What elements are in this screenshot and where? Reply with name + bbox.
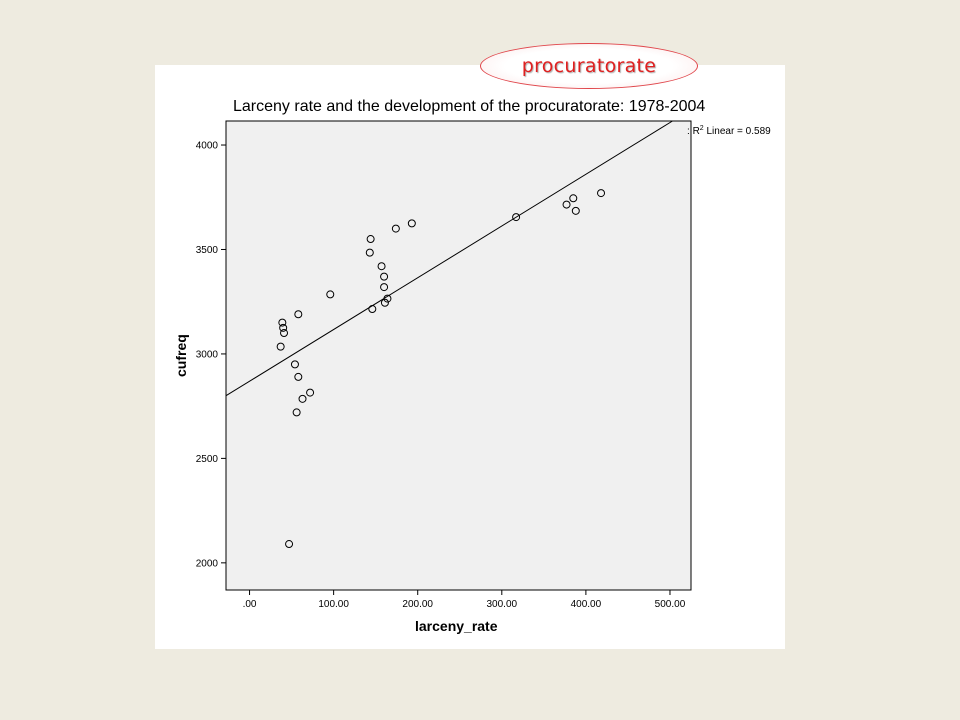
r-squared-label: R <box>693 126 700 137</box>
x-tick-label: 100.00 <box>318 599 349 610</box>
chart-title: Larceny rate and the development of the … <box>233 98 705 115</box>
x-tick-label: 500.00 <box>655 599 686 610</box>
chart-panel: Larceny rate and the development of the … <box>155 65 785 649</box>
data-point <box>391 224 400 233</box>
callout-label: procuratorate <box>521 55 657 77</box>
data-point <box>597 189 606 198</box>
y-axis-title: cufreq <box>173 334 189 377</box>
data-point <box>285 540 294 549</box>
data-point <box>368 305 377 314</box>
x-axis-title: larceny_rate <box>415 618 498 634</box>
y-tick-labels: 2000 2500 3000 3500 4000 <box>196 141 219 570</box>
y-tick-label: 2000 <box>196 558 219 569</box>
r-squared-annotation: : R2 Linear = 0.589 <box>687 125 771 137</box>
data-point <box>512 213 521 222</box>
x-tick-label: .00 <box>243 599 257 610</box>
x-tick-label: 300.00 <box>487 599 518 610</box>
data-point <box>278 318 287 327</box>
x-tick-labels: .00 100.00 200.00 300.00 400.00 500.00 <box>243 599 686 610</box>
data-point <box>569 194 578 203</box>
data-point <box>380 298 389 307</box>
data-point <box>377 262 386 271</box>
scatter-chart: Larceny rate and the development of the … <box>173 98 771 634</box>
y-tick-label: 3500 <box>196 245 219 256</box>
data-point <box>380 283 389 292</box>
r-squared-exponent: 2 <box>700 125 704 132</box>
procuratorate-callout: procuratorate <box>480 43 698 89</box>
y-tick-label: 3000 <box>196 349 219 360</box>
fit-line-group <box>225 120 673 397</box>
data-point <box>280 329 289 338</box>
data-point <box>306 388 315 397</box>
x-tick-label: 200.00 <box>402 599 433 610</box>
data-point <box>571 206 580 215</box>
data-point <box>279 323 288 332</box>
fit-line <box>225 120 673 397</box>
data-point <box>292 408 301 417</box>
data-point <box>294 372 303 381</box>
plot-frame <box>225 120 692 591</box>
data-point <box>290 360 299 369</box>
data-point <box>407 219 416 228</box>
data-point <box>366 235 375 244</box>
plot-area <box>225 120 692 591</box>
data-points <box>276 189 606 549</box>
y-tick-label: 4000 <box>196 141 219 152</box>
axis-ticks <box>221 144 671 595</box>
data-point <box>380 272 389 281</box>
data-point <box>326 290 335 299</box>
data-point <box>294 310 303 319</box>
x-tick-label: 400.00 <box>571 599 602 610</box>
data-point <box>298 394 307 403</box>
data-point <box>365 248 374 257</box>
data-point <box>383 294 392 303</box>
data-point <box>562 200 571 209</box>
data-point <box>276 342 285 351</box>
y-tick-label: 2500 <box>196 454 219 465</box>
r-squared-value: Linear = 0.589 <box>704 126 771 137</box>
